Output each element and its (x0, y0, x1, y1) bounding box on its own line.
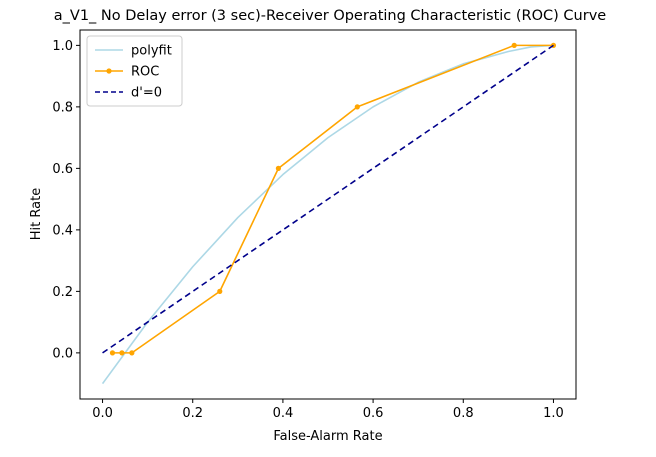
data-point-roc (129, 350, 135, 356)
data-point-roc (354, 104, 360, 110)
y-tick-label: 0.8 (52, 100, 73, 115)
x-tick-label: 0.8 (453, 406, 474, 421)
y-tick-label: 0.2 (52, 285, 73, 300)
y-tick-label: 0.4 (52, 223, 73, 238)
x-tick-label: 0.2 (182, 406, 203, 421)
legend-box (86, 35, 183, 107)
data-point-roc (511, 42, 517, 48)
chart-title: a_V1_ No Delay error (3 sec)-Receiver Op… (54, 8, 606, 24)
x-tick-label: 1.0 (543, 406, 564, 421)
data-point-roc (119, 350, 125, 356)
y-tick-label: 0.6 (52, 162, 73, 177)
y-axis-label: Hit Rate (29, 188, 44, 240)
legend-roc-marker (106, 68, 112, 74)
data-point-roc (109, 350, 116, 356)
series-line-d-0 (102, 44, 554, 354)
legend-dprime-label: d'=0 (131, 86, 162, 101)
legend-polyfit-label: polyfit (131, 44, 172, 59)
data-point-roc (217, 288, 223, 294)
series-layer (101, 42, 557, 385)
y-tick-label: 1.0 (52, 39, 73, 54)
x-tick-label: 0.6 (363, 406, 384, 421)
legend-roc-label: ROC (131, 65, 159, 80)
data-point-roc (275, 165, 281, 171)
plot-frame (79, 29, 577, 400)
x-axis-ticks: 0.0 0.2 0.4 0.6 0.8 1.0 (92, 399, 564, 421)
x-tick-label: 0.4 (273, 406, 294, 421)
x-axis-label: False-Alarm Rate (273, 429, 382, 444)
legend: polyfit ROC d'=0 (86, 35, 183, 107)
x-tick-label: 0.0 (92, 406, 113, 421)
y-axis-ticks: 0.0 0.2 0.4 0.6 0.8 1.0 (52, 39, 80, 361)
y-tick-label: 0.0 (52, 346, 73, 361)
